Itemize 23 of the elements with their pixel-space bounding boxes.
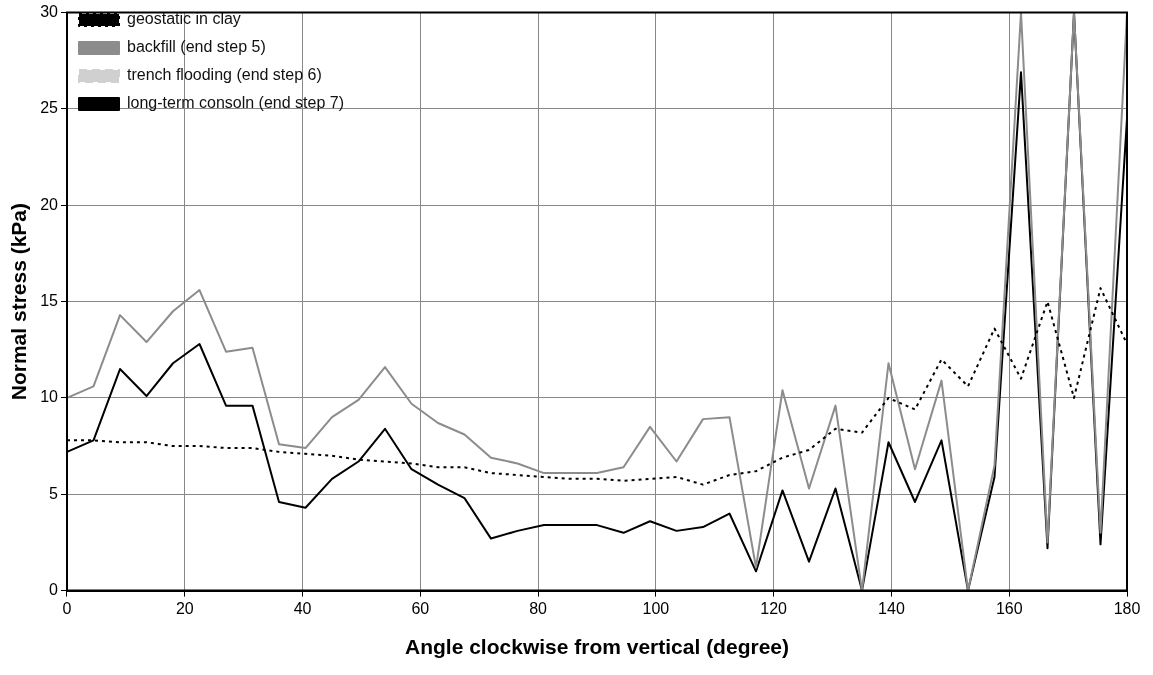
y-tick-label: 25 [40, 99, 59, 117]
y-tick-label: 0 [49, 581, 59, 599]
y-tick-label: 20 [40, 195, 59, 213]
y-axis-title: Normal stress (kPa) [7, 202, 31, 401]
x-tick-label: 120 [760, 599, 788, 617]
x-tick-label: 0 [62, 599, 72, 617]
x-tick-label: 20 [175, 599, 194, 617]
x-tick-label: 80 [529, 599, 548, 617]
x-tick-label: 140 [878, 599, 905, 617]
x-tick-label: 160 [995, 599, 1023, 617]
y-tick-label: 10 [40, 388, 59, 406]
x-axis-title: Angle clockwise from vertical (degree) [405, 635, 789, 659]
legend-label: geostatic in clay [127, 10, 241, 28]
x-tick-label: 60 [411, 599, 430, 617]
legend-label: long-term consoln (end step 7) [127, 94, 344, 112]
y-tick-label: 30 [40, 3, 59, 21]
x-tick-label: 100 [642, 599, 670, 617]
y-tick-label: 5 [49, 484, 59, 502]
x-tick-label: 180 [1113, 599, 1141, 617]
legend-label: backfill (end step 5) [127, 38, 266, 56]
y-tick-label: 15 [40, 292, 59, 310]
legend-label: trench flooding (end step 6) [127, 66, 322, 84]
x-tick-label: 40 [293, 599, 312, 617]
